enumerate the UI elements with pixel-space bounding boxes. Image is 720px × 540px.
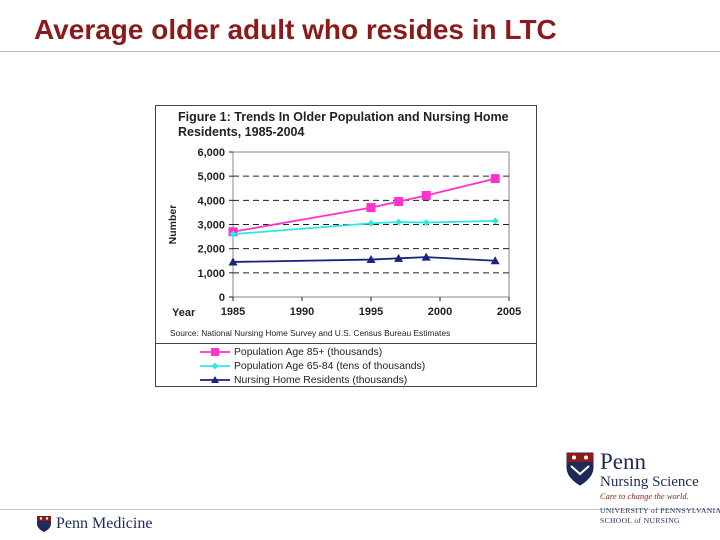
title-divider — [0, 51, 720, 52]
data-point — [228, 257, 238, 266]
penn-shield-icon — [37, 516, 51, 532]
y-tick-label: 3,000 — [197, 220, 225, 232]
y-axis-label: Number — [167, 205, 179, 245]
legend-item: Population Age 85+ (thousands) — [200, 346, 382, 358]
penn-medicine-logo: Penn Medicine — [36, 515, 152, 533]
legend-divider — [156, 343, 536, 344]
y-tick-label: 2,000 — [197, 244, 225, 256]
data-point — [395, 218, 403, 226]
chart-title: Figure 1: Trends In Older Population and… — [178, 110, 509, 139]
nursing-science-text: Nursing Science — [600, 474, 699, 490]
legend-label: Population Age 65-84 (tens of thousands) — [234, 360, 426, 372]
series-2 — [229, 217, 499, 238]
legend-marker — [211, 362, 219, 370]
legend-label: Nursing Home Residents (thousands) — [234, 374, 408, 386]
legend-swatch — [200, 376, 230, 383]
university-name: UNIVERSITY of PENNSYLVANIA — [600, 506, 720, 515]
nursing-tagline: Care to change the world. — [600, 491, 689, 501]
x-tick-label: 1990 — [290, 306, 314, 318]
series-1 — [228, 174, 500, 237]
figure-panel: Figure 1: Trends In Older Population and… — [155, 105, 537, 387]
penn-nursing-logo: Penn Nursing Science Care to change the … — [566, 449, 720, 525]
data-point — [366, 255, 376, 264]
y-tick-label: 0 — [219, 292, 225, 304]
data-point — [490, 174, 500, 184]
footer-divider — [0, 509, 720, 510]
x-tick-label: 2005 — [497, 306, 521, 318]
data-point — [490, 256, 500, 265]
data-point — [394, 253, 404, 262]
series-3 — [228, 252, 500, 266]
data-point — [394, 197, 404, 207]
data-point — [422, 219, 430, 227]
x-tick-label: 1995 — [359, 306, 383, 318]
x-axis-label: Year — [172, 307, 196, 319]
legend-marker — [211, 376, 219, 383]
data-point — [366, 203, 376, 213]
slide-title: Average older adult who resides in LTC — [34, 14, 557, 45]
data-point — [491, 217, 499, 225]
legend-swatch — [200, 348, 230, 356]
penn-medicine-text: Penn Medicine — [56, 515, 153, 532]
data-point — [229, 230, 237, 238]
school-name: SCHOOL of NURSING — [600, 516, 680, 525]
data-point — [421, 191, 431, 200]
x-tick-label: 1985 — [221, 306, 245, 318]
nursing-penn-text: Penn — [600, 449, 646, 474]
data-point — [367, 219, 375, 227]
y-tick-label: 6,000 — [197, 147, 225, 159]
data-point — [421, 252, 431, 261]
line-chart: 6,000 5,000 4,000 3,000 2,000 1,000 0 1985 1990 1… — [167, 147, 521, 319]
series-line — [232, 256, 496, 263]
legend-label: Population Age 85+ (thousands) — [234, 346, 383, 358]
legend-item: Population Age 65-84 (tens of thousands) — [200, 360, 425, 372]
y-tick-label: 5,000 — [197, 171, 225, 183]
chart-source-note: Source: National Nursing Home Survey and… — [170, 328, 451, 338]
x-tick-label: 2000 — [428, 306, 452, 318]
legend-marker — [211, 348, 219, 356]
penn-shield-icon — [566, 452, 594, 486]
series-line — [232, 219, 496, 236]
y-tick-label: 4,000 — [197, 195, 225, 207]
y-tick-label: 1,000 — [197, 268, 225, 280]
legend-swatch — [200, 362, 230, 370]
legend-item: Nursing Home Residents (thousands) — [200, 374, 407, 386]
